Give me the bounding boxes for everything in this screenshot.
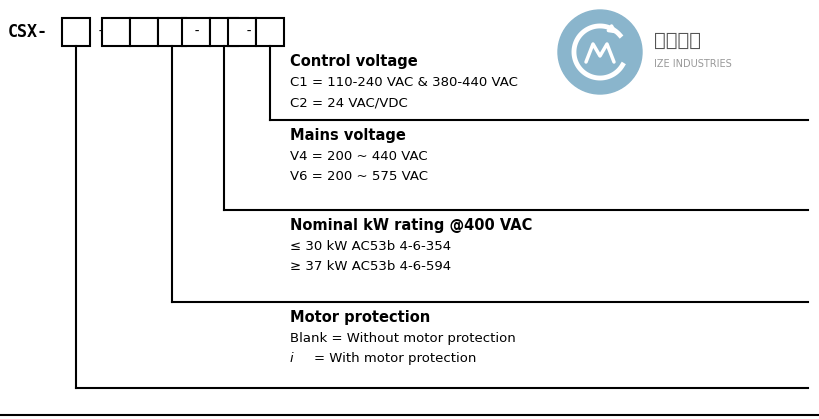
Bar: [130, 18, 158, 46]
Text: C1 = 110-240 VAC & 380-440 VAC: C1 = 110-240 VAC & 380-440 VAC: [290, 76, 518, 89]
Bar: [102, 18, 130, 46]
Text: -: -: [192, 25, 201, 39]
Text: Blank = Without motor protection: Blank = Without motor protection: [290, 332, 515, 345]
Text: IZE INDUSTRIES: IZE INDUSTRIES: [654, 59, 731, 69]
Bar: [62, 18, 90, 46]
Text: Mains voltage: Mains voltage: [290, 128, 405, 143]
Text: V6 = 200 ~ 575 VAC: V6 = 200 ~ 575 VAC: [290, 170, 428, 183]
Text: -: -: [97, 25, 106, 39]
Text: Control voltage: Control voltage: [290, 54, 417, 69]
Text: Motor protection: Motor protection: [290, 310, 430, 325]
Text: i: i: [290, 352, 293, 365]
Text: ≥ 37 kW AC53b 4-6-594: ≥ 37 kW AC53b 4-6-594: [290, 260, 450, 273]
Text: Nominal kW rating @400 VAC: Nominal kW rating @400 VAC: [290, 218, 532, 233]
Bar: [228, 18, 256, 46]
Text: -: -: [245, 25, 253, 39]
Bar: [210, 18, 238, 46]
Bar: [158, 18, 186, 46]
Text: ≤ 30 kW AC53b 4-6-354: ≤ 30 kW AC53b 4-6-354: [290, 240, 450, 253]
Text: C2 = 24 VAC/VDC: C2 = 24 VAC/VDC: [290, 96, 407, 109]
Bar: [182, 18, 210, 46]
Bar: [256, 18, 283, 46]
Text: 愛澤工業: 愛澤工業: [654, 31, 700, 49]
Circle shape: [557, 10, 641, 94]
Text: CSX-: CSX-: [8, 23, 48, 41]
Text: V4 = 200 ~ 440 VAC: V4 = 200 ~ 440 VAC: [290, 150, 427, 163]
Text: = With motor protection: = With motor protection: [314, 352, 476, 365]
